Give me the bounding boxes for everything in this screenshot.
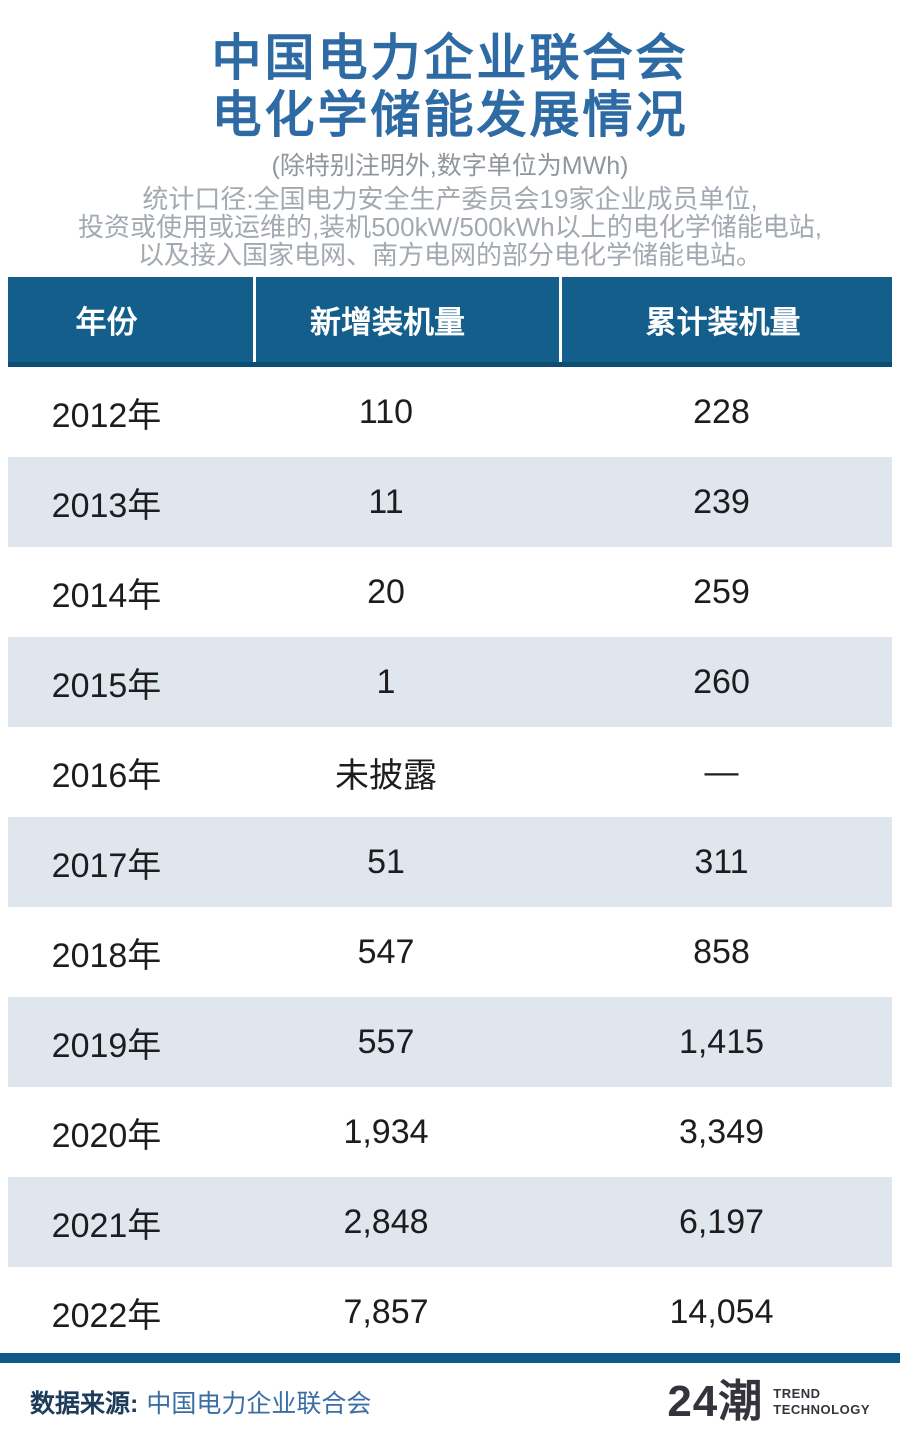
scope-note-line2: 投资或使用或运维的,装机500kW/500kWh以上的电化学储能电站, — [78, 212, 822, 242]
cumulative-cell: 1,415 — [678, 1022, 765, 1061]
new-installed-cell: 1,934 — [343, 1112, 429, 1151]
cumulative-cell: 228 — [693, 392, 750, 431]
new-installed-cell: 未披露 — [335, 756, 437, 795]
table-row: 2014年 20 259 — [8, 547, 892, 637]
cumulative-cell: 311 — [694, 842, 749, 881]
table-row: 2018年 547 858 — [8, 907, 892, 997]
year-cell: 2013年 — [51, 486, 162, 525]
new-installed-cell: 20 — [367, 572, 405, 611]
data-source-value: 中国电力企业联合会 — [146, 1389, 372, 1418]
page-title-line1: 中国电力企业联合会 — [211, 30, 689, 86]
year-cell: 2017年 — [51, 846, 162, 885]
year-cell: 2016年 — [51, 756, 162, 795]
new-installed-cell: 547 — [357, 932, 415, 971]
table-row: 2016年 未披露 — — [8, 727, 892, 817]
new-installed-cell: 2,848 — [343, 1202, 429, 1241]
table-row: 2021年 2,848 6,197 — [8, 1177, 892, 1267]
year-cell: 2018年 — [51, 936, 162, 975]
table-header-row: 年份 新增装机量 累计装机量 — [8, 277, 892, 367]
cumulative-cell: 239 — [693, 482, 750, 521]
table-row: 2022年 7,857 14,054 — [8, 1267, 892, 1357]
new-installed-cell: 7,857 — [343, 1292, 429, 1331]
year-cell: 2019年 — [51, 1026, 162, 1065]
data-source-label: 数据来源: — [30, 1389, 139, 1418]
column-header-cumulative-installed: 累计装机量 — [559, 277, 892, 362]
table-row: 2019年 557 1,415 — [8, 997, 892, 1087]
unit-note: (除特别注明外,数字单位为MWh) — [271, 152, 629, 180]
scope-note-line1: 统计口径:全国电力安全生产委员会19家企业成员单位, — [142, 184, 758, 214]
column-header-new-installed: 新增装机量 — [253, 277, 559, 362]
table-row: 2020年 1,934 3,349 — [8, 1087, 892, 1177]
new-installed-cell: 11 — [368, 482, 404, 521]
scope-note: 统计口径:全国电力安全生产委员会19家企业成员单位, 投资或使用或运维的,装机5… — [0, 185, 900, 269]
table-row: 2012年 110 228 — [8, 367, 892, 457]
year-cell: 2022年 — [51, 1296, 162, 1335]
footer-divider-bar — [0, 1353, 900, 1363]
cumulative-cell: 259 — [693, 572, 750, 611]
header-block: 中国电力企业联合会 电化学储能发展情况 (除特别注明外,数字单位为MWh) 统计… — [0, 0, 900, 269]
cumulative-cell: 260 — [693, 662, 750, 701]
year-cell: 2014年 — [51, 576, 162, 615]
scope-note-line3: 以及接入国家电网、南方电网的部分电化学储能电站。 — [137, 240, 762, 270]
new-installed-cell: 1 — [376, 662, 396, 701]
logo-subtitle: TREND TECHNOLOGY — [773, 1386, 870, 1418]
year-cell: 2021年 — [51, 1206, 162, 1245]
table-row: 2013年 11 239 — [8, 457, 892, 547]
brand-logo: 24潮 TREND TECHNOLOGY — [667, 1376, 870, 1426]
new-installed-cell: 110 — [358, 392, 414, 431]
column-header-year: 年份 — [75, 305, 138, 340]
cumulative-cell: 14,054 — [669, 1292, 774, 1331]
page-title-line2: 电化学储能发展情况 — [211, 87, 689, 143]
table-row: 2015年 1 260 — [8, 637, 892, 727]
new-installed-cell: 51 — [367, 842, 405, 881]
year-cell: 2015年 — [51, 666, 162, 705]
cumulative-cell: 6,197 — [678, 1202, 765, 1241]
year-cell: 2020年 — [51, 1116, 162, 1155]
table-row: 2017年 51 311 — [8, 817, 892, 907]
logo-subtitle-line1: TREND — [773, 1385, 821, 1401]
cumulative-cell: — — [704, 752, 739, 791]
logo-subtitle-line2: TECHNOLOGY — [773, 1401, 870, 1417]
year-cell: 2012年 — [51, 396, 162, 435]
page-title: 中国电力企业联合会 电化学储能发展情况 — [0, 30, 900, 144]
footer: 数据来源: 中国电力企业联合会 24潮 TREND TECHNOLOGY — [0, 1363, 900, 1440]
cumulative-cell: 858 — [693, 932, 750, 971]
data-table: 年份 新增装机量 累计装机量 2012年 110 228 2013年 11 23… — [8, 277, 892, 1357]
cumulative-cell: 3,349 — [678, 1112, 765, 1151]
data-source: 数据来源: 中国电力企业联合会 — [30, 1384, 371, 1420]
logo-24chao-text: 24潮 — [667, 1376, 764, 1426]
new-installed-cell: 557 — [357, 1022, 415, 1061]
